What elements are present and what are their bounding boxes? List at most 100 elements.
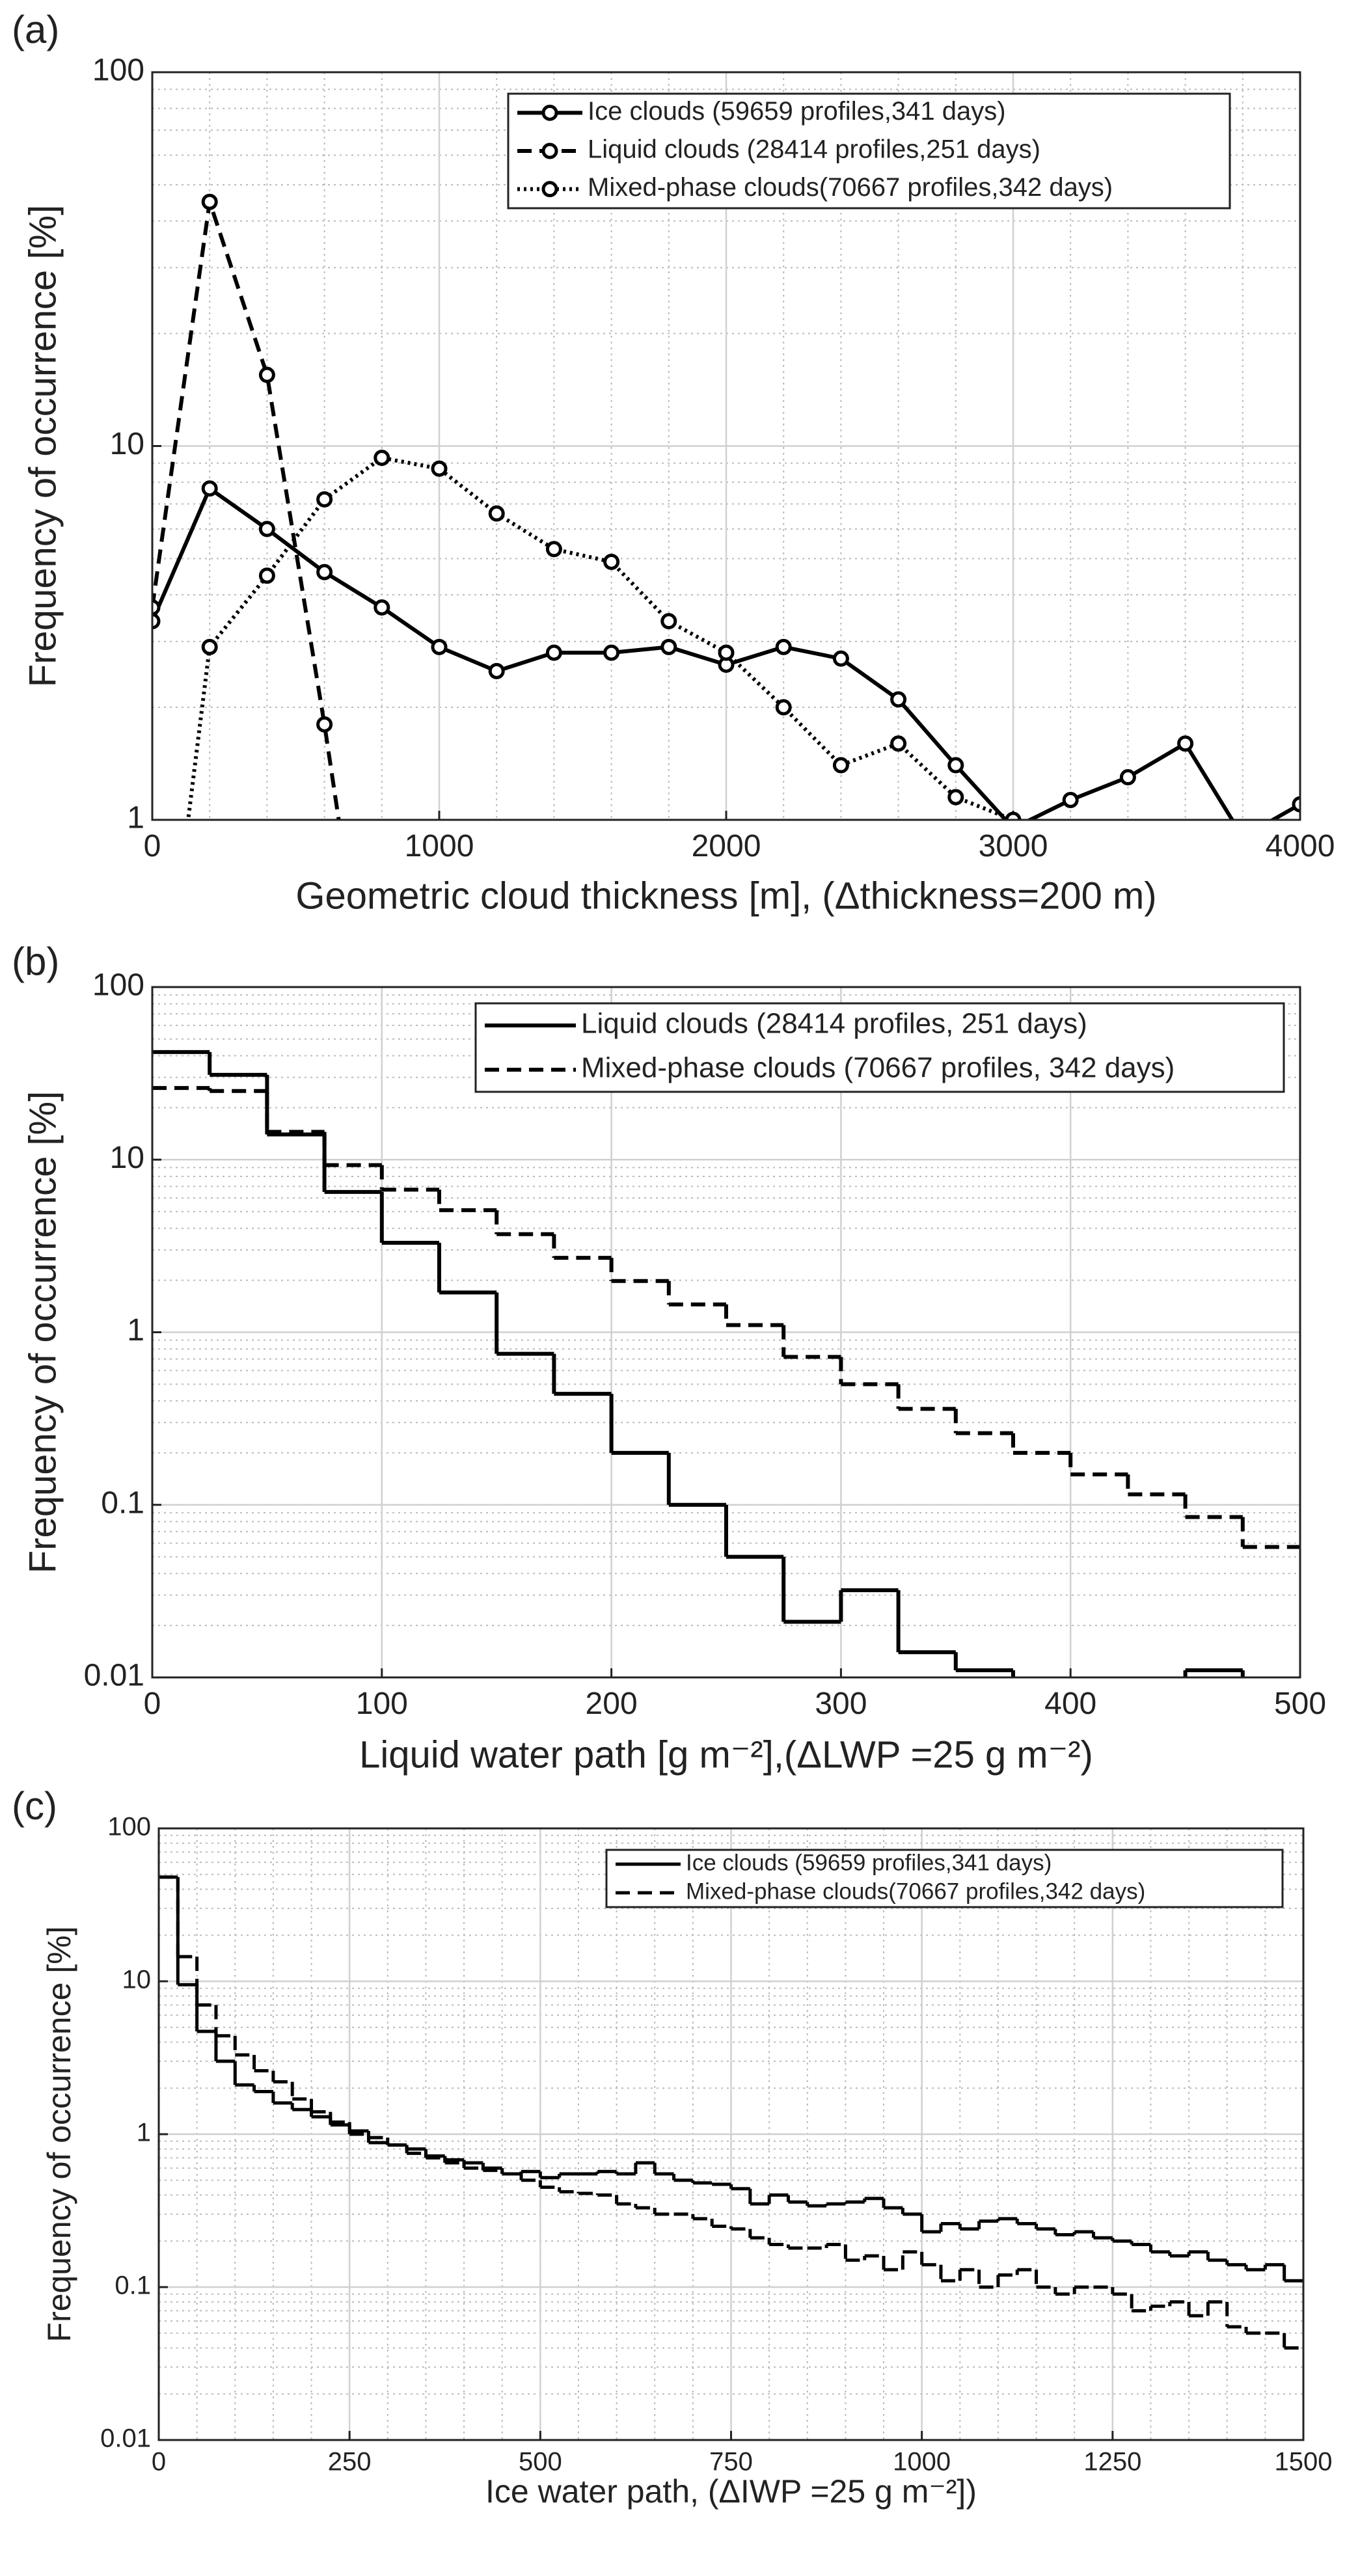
marker [775,699,792,716]
legend-label: Mixed-phase clouds(70667 profiles,342 da… [686,1878,1145,1904]
marker [660,613,677,630]
marker [603,644,620,661]
x-tick-label: 1500 [1275,2448,1333,2476]
plot-area [157,1827,1305,2441]
y-tick-label: 0.1 [115,2271,151,2300]
marker [258,567,275,584]
x-tick-label: 3000 [979,829,1048,863]
y-tick-label: 100 [92,968,144,1003]
marker [374,450,390,467]
marker [152,599,161,616]
marker [545,541,562,558]
marker [258,521,275,537]
x-axis-label: Ice water path, (ΔIWP =25 g m⁻²]) [485,2473,977,2510]
x-tick-label: 2000 [692,829,761,863]
data-layer [152,193,1300,843]
marker [1292,796,1300,813]
x-tick-label: 0 [144,829,161,863]
axes-frame [151,986,1301,1679]
marker [201,480,218,497]
legend-label: Ice clouds (59659 profiles,341 days) [588,97,1006,126]
marker [374,599,390,616]
x-tick-label: 200 [586,1687,638,1721]
y-tick-label: 1 [127,801,144,835]
legend-marker [541,181,558,198]
y-tick-label: 0.1 [101,1485,144,1520]
marker [488,505,505,522]
marker [1005,811,1022,820]
marker [258,366,275,383]
marker [152,613,161,630]
y-tick-label: 10 [110,1141,144,1175]
series-line [152,201,341,820]
x-axis-label: Geometric cloud thickness [m], (Δthickne… [295,874,1156,917]
marker [201,193,218,210]
marker [1177,735,1194,752]
marker [488,662,505,679]
marker [1062,792,1079,809]
marker [201,638,218,655]
legend-label: Liquid clouds (28414 profiles, 251 days) [581,1008,1087,1040]
marker [431,460,448,477]
legend-label: Mixed-phase clouds(70667 profiles,342 da… [588,173,1113,202]
marker [316,716,333,733]
y-tick-label: 10 [122,1966,152,1994]
marker [775,638,792,655]
marker [947,757,964,774]
x-axis-label: Liquid water path [g m⁻²],(ΔLWP =25 g m⁻… [359,1733,1093,1776]
x-tick-label: 400 [1044,1687,1096,1721]
x-tick-label: 0 [152,2448,166,2476]
x-tick-label: 100 [356,1687,408,1721]
panel-label: (c) [12,1784,57,1828]
legend-label: Ice clouds (59659 profiles,341 days) [686,1850,1052,1875]
marker [431,638,448,655]
marker [1119,769,1136,786]
legend-box [605,1849,1284,1908]
x-tick-label: 0 [144,1687,161,1721]
y-axis-label: Frequency of occurrence [%] [21,1091,64,1573]
x-tick-label: 4000 [1266,829,1335,863]
x-tick-label: 1000 [405,829,474,863]
legend-label: Liquid clouds (28414 profiles,251 days) [588,135,1040,164]
series-line [186,455,1014,820]
y-axis-label: Frequency of occurrence [%] [21,205,64,687]
marker [718,644,735,661]
data-layer [159,1875,1303,2350]
marker [832,757,849,774]
marker [832,650,849,667]
marker [890,691,907,708]
y-tick-label: 0.01 [100,2424,151,2453]
y-axis-label: Frequency of occurrence [%] [41,1926,77,2342]
marker [545,644,562,661]
marker [316,563,333,580]
x-tick-label: 300 [815,1687,867,1721]
y-tick-label: 1 [127,1313,144,1348]
marker [890,735,907,752]
marker [603,553,620,570]
legend-marker [541,104,558,121]
panel-label: (b) [12,940,59,983]
axes-frame [151,71,1301,821]
x-tick-label: 1250 [1083,2448,1141,2476]
y-tick-label: 10 [110,427,144,461]
y-tick-label: 100 [107,1813,151,1841]
y-tick-label: 100 [92,53,144,88]
marker [316,491,333,508]
marker [947,789,964,806]
axes-frame [157,1827,1305,2441]
legend-box [507,92,1231,210]
panel-label: (a) [12,8,59,51]
marker [1236,830,1249,843]
x-tick-label: 1000 [893,2448,951,2476]
x-tick-label: 500 [519,2448,562,2476]
legend-box [474,1002,1285,1093]
marker [660,638,677,655]
legend-marker [541,142,558,159]
y-tick-label: 0.01 [84,1659,144,1693]
x-tick-label: 500 [1274,1687,1326,1721]
y-tick-label: 1 [137,2119,151,2147]
legend-label: Mixed-phase clouds (70667 profiles, 342 … [581,1052,1175,1084]
data-layer [152,1050,1300,1677]
x-tick-label: 750 [709,2448,753,2476]
